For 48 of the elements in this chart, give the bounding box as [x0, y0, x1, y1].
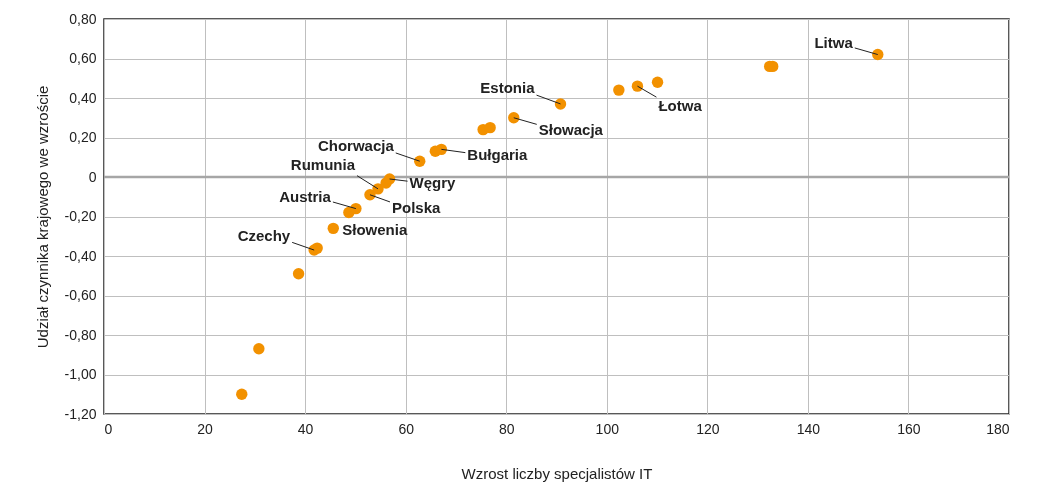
annotation: Rumunia	[290, 155, 356, 173]
annotation: Litwa	[814, 33, 854, 51]
y-tick-label: -0,60	[64, 287, 97, 303]
x-tick-label: 180	[986, 420, 1010, 437]
x-tick-label: 160	[897, 420, 921, 437]
y-tick-label: 0,40	[69, 89, 97, 106]
point	[484, 121, 496, 134]
x-tick-label: 140	[796, 420, 821, 437]
annotation: Bułgaria	[467, 146, 529, 164]
point	[383, 173, 396, 185]
y-tick-label: 0	[88, 168, 97, 185]
y-tick-label: -0,80	[64, 326, 97, 343]
point	[508, 112, 520, 124]
point	[253, 343, 265, 355]
annotation: Estonia	[480, 78, 536, 96]
y-tick-label: -1,20	[64, 405, 97, 422]
x-tick-label: 40	[297, 420, 314, 437]
point	[350, 202, 362, 215]
annotation: Austria	[279, 187, 332, 205]
x-tick-label: 100	[595, 420, 620, 437]
annotation: Węgry	[409, 173, 457, 191]
x-tick-label: 120	[696, 420, 720, 437]
point	[554, 98, 567, 110]
annotation: Chorwacja	[317, 137, 395, 155]
y-tick-label: 0,80	[69, 10, 97, 27]
point	[236, 388, 248, 400]
annotation: Łotwa	[658, 97, 703, 115]
annotation: Słowenia	[342, 221, 408, 239]
x-tick-label: 0	[104, 420, 113, 437]
point	[651, 76, 664, 88]
point	[327, 222, 339, 235]
point	[872, 48, 884, 61]
y-tick-label: 0,20	[69, 129, 97, 145]
point	[613, 84, 625, 96]
x-tick-label: 20	[197, 420, 214, 437]
y-tick-label: -0,20	[64, 208, 97, 224]
y-tick-label: -0,40	[64, 247, 97, 264]
y-axis-title: Udział czynnika krajowego we wzroście	[33, 85, 51, 349]
annotation: Czechy	[237, 227, 291, 245]
x-tick-label: 80	[498, 420, 515, 437]
y-tick-label: -1,00	[64, 366, 97, 382]
x-tick-label: 60	[398, 420, 415, 437]
x-axis-title: Wzrost liczby specjalistów IT	[461, 464, 653, 482]
point	[631, 80, 644, 92]
annotation: Polska	[391, 198, 441, 216]
annotation: Słowacja	[538, 120, 604, 138]
y-tick-label: 0,60	[69, 50, 97, 66]
point	[292, 268, 305, 280]
